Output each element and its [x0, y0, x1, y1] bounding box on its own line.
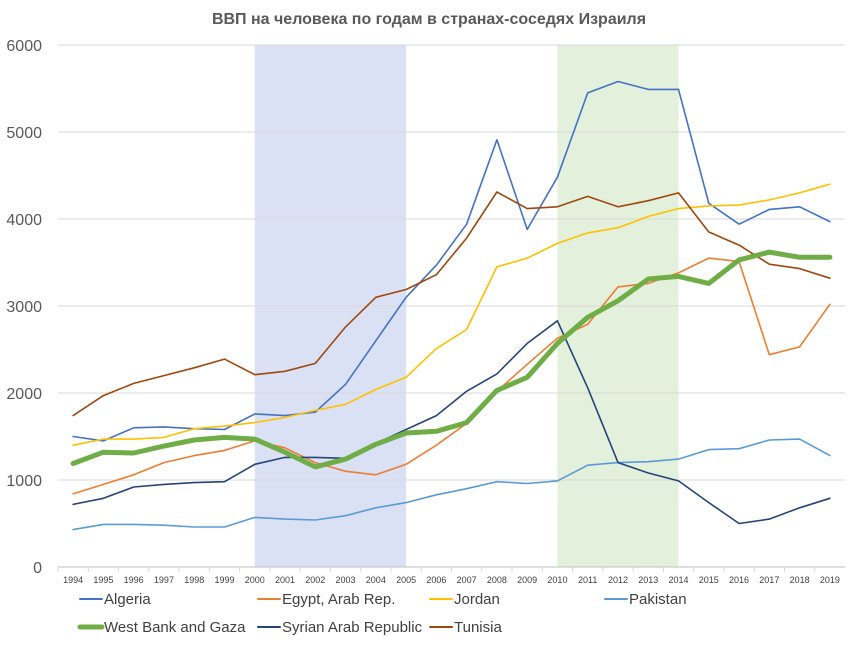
- x-tick-label: 2009: [517, 575, 537, 585]
- x-tick-label: 2018: [790, 575, 810, 585]
- x-tick-label: 1996: [124, 575, 144, 585]
- series-line-egypt-arab-rep: [72, 257, 831, 495]
- x-tick-label: 2007: [457, 575, 477, 585]
- y-tick-label: 4000: [6, 212, 42, 229]
- legend-label-west-bank-and-gaza: West Bank and Gaza: [104, 619, 246, 636]
- x-tick-label: 2004: [366, 575, 386, 585]
- series-line-pakistan: [72, 438, 831, 531]
- legend-label-tunisia: Tunisia: [454, 619, 502, 636]
- x-tick-label: 2006: [426, 575, 446, 585]
- y-tick-label: 5000: [6, 125, 42, 142]
- x-tick-label: 2017: [759, 575, 779, 585]
- series-line-algeria: [72, 80, 831, 442]
- x-tick-label: 1999: [214, 575, 234, 585]
- legend-label-syrian-arab-republic: Syrian Arab Republic: [282, 619, 423, 636]
- y-tick-label: 6000: [6, 38, 42, 55]
- x-tick-label: 1995: [93, 575, 113, 585]
- gridlines: [58, 44, 845, 568]
- x-tick-label: 2000: [245, 575, 265, 585]
- x-tick-label: 2013: [638, 575, 658, 585]
- y-tick-label: 0: [33, 560, 42, 577]
- x-tick-label: 2003: [336, 575, 356, 585]
- series-lines: [70, 80, 833, 531]
- x-tick-label: 2005: [396, 575, 416, 585]
- legend: Algeria Egypt, Arab Rep. Jordan Pakistan Wes…: [77, 591, 687, 636]
- x-tick-label: 1994: [63, 575, 83, 585]
- x-tick-label: 2001: [275, 575, 295, 585]
- x-tick-label: 2002: [305, 575, 325, 585]
- x-tick-label: 2014: [669, 575, 689, 585]
- series-line-syrian-arab-republic: [72, 319, 831, 525]
- x-tick-label: 2019: [820, 575, 840, 585]
- legend-label-pakistan: Pakistan: [629, 591, 687, 608]
- legend-label-jordan: Jordan: [454, 591, 500, 608]
- legend-label-egypt-arab-rep: Egypt, Arab Rep.: [282, 591, 395, 608]
- x-tick-label: 1998: [184, 575, 204, 585]
- x-tick-label: 2016: [729, 575, 749, 585]
- x-tick-label: 2012: [608, 575, 628, 585]
- legend-label-algeria: Algeria: [104, 591, 151, 608]
- y-tick-label: 2000: [6, 386, 42, 403]
- series-line-tunisia: [72, 191, 831, 417]
- series-line-jordan: [72, 183, 831, 447]
- x-tick-label: 1997: [154, 575, 174, 585]
- x-tick-label: 2011: [578, 575, 597, 585]
- x-tick-label: 2015: [699, 575, 719, 585]
- y-tick-label: 3000: [6, 299, 42, 316]
- axes: 0 1000 2000 3000 4000 5000 6000 1994 1995 1996 199…: [6, 38, 839, 585]
- x-tick-label: 2010: [547, 575, 567, 585]
- y-tick-label: 1000: [6, 473, 42, 490]
- chart-title: ВВП на человека по годам в странах-сосед…: [212, 11, 646, 28]
- series-line-west-bank-and-gaza: [70, 249, 833, 470]
- x-tick-label: 2008: [487, 575, 507, 585]
